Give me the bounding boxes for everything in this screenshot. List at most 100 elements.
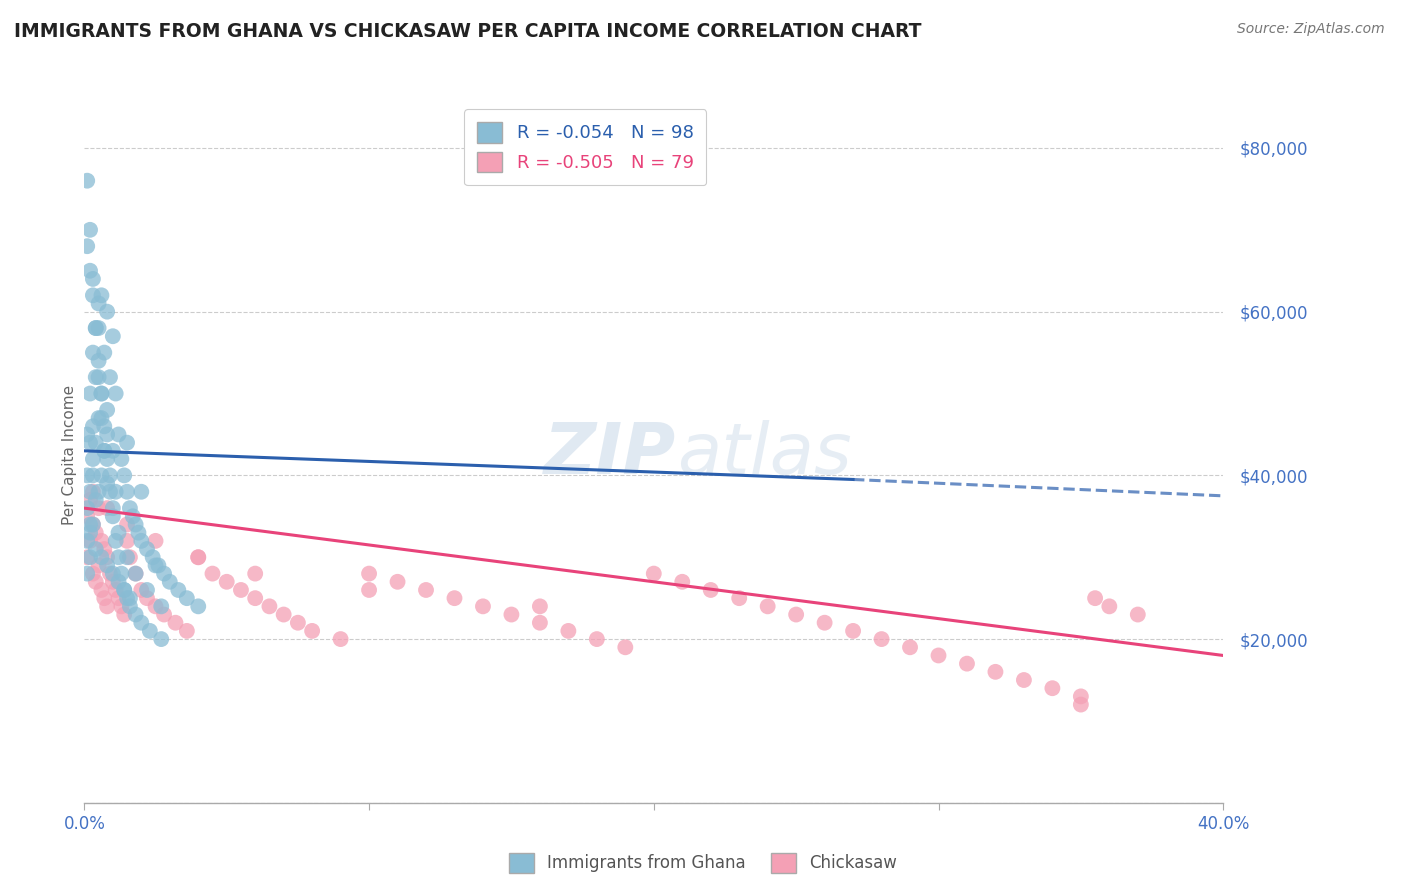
Point [82,517,104,532]
Point [90,582,112,597]
Point [145,558,167,573]
Point [176,624,198,638]
Point [1012,673,1035,687]
Point [728,591,751,606]
Point [124,517,146,532]
Point [101,443,124,458]
Point [79,550,101,565]
Point [187,550,209,565]
Point [84,525,107,540]
Legend: R = -0.054   N = 98, R = -0.505   N = 79: R = -0.054 N = 98, R = -0.505 N = 79 [464,109,706,186]
Point [79,386,101,401]
Point [1070,690,1092,704]
Point [96,452,118,467]
Point [187,550,209,565]
Point [127,525,149,540]
Point [98,484,121,499]
Point [104,386,127,401]
Point [586,632,609,646]
Point [87,558,110,573]
Point [93,345,115,359]
Point [110,452,132,467]
Point [124,566,146,581]
Point [79,492,101,507]
Point [104,582,127,597]
Point [76,509,98,524]
Point [93,443,115,458]
Point [107,574,129,589]
Point [93,542,115,557]
Point [90,386,112,401]
Point [700,582,723,597]
Point [115,517,138,532]
Point [150,599,173,614]
Point [153,566,176,581]
Point [76,566,98,581]
Point [96,403,118,417]
Text: Source: ZipAtlas.com: Source: ZipAtlas.com [1237,22,1385,37]
Point [842,624,865,638]
Point [84,574,107,589]
Point [671,574,693,589]
Point [110,599,132,614]
Point [107,591,129,606]
Point [115,591,138,606]
Point [82,452,104,467]
Point [93,591,115,606]
Point [90,386,112,401]
Point [245,591,267,606]
Point [1126,607,1149,622]
Point [87,484,110,499]
Point [124,607,146,622]
Point [131,615,153,630]
Point [96,501,118,516]
Point [145,533,167,548]
Point [131,582,153,597]
Point [136,582,159,597]
Point [96,599,118,614]
Point [101,501,124,516]
Point [121,509,143,524]
Point [87,411,110,425]
Point [785,607,807,622]
Point [98,370,121,384]
Point [359,582,381,597]
Point [614,640,637,655]
Point [110,566,132,581]
Point [118,591,141,606]
Point [756,599,779,614]
Point [984,665,1007,679]
Point [115,533,138,548]
Point [79,223,101,237]
Point [87,296,110,310]
Point [557,624,579,638]
Point [76,427,98,442]
Point [229,582,252,597]
Legend: Immigrants from Ghana, Chickasaw: Immigrants from Ghana, Chickasaw [502,847,904,880]
Point [104,533,127,548]
Point [1084,591,1107,606]
Point [76,239,98,253]
Point [82,345,104,359]
Point [79,435,101,450]
Point [359,566,381,581]
Point [76,468,98,483]
Point [84,321,107,335]
Point [76,174,98,188]
Point [870,632,893,646]
Point [928,648,950,663]
Point [145,599,167,614]
Point [112,582,135,597]
Point [201,566,224,581]
Point [93,419,115,434]
Point [82,484,104,499]
Point [79,484,101,499]
Point [136,591,159,606]
Point [76,501,98,516]
Point [84,542,107,557]
Point [443,591,465,606]
Point [84,370,107,384]
Point [529,599,551,614]
Point [142,550,165,565]
Point [136,542,159,557]
